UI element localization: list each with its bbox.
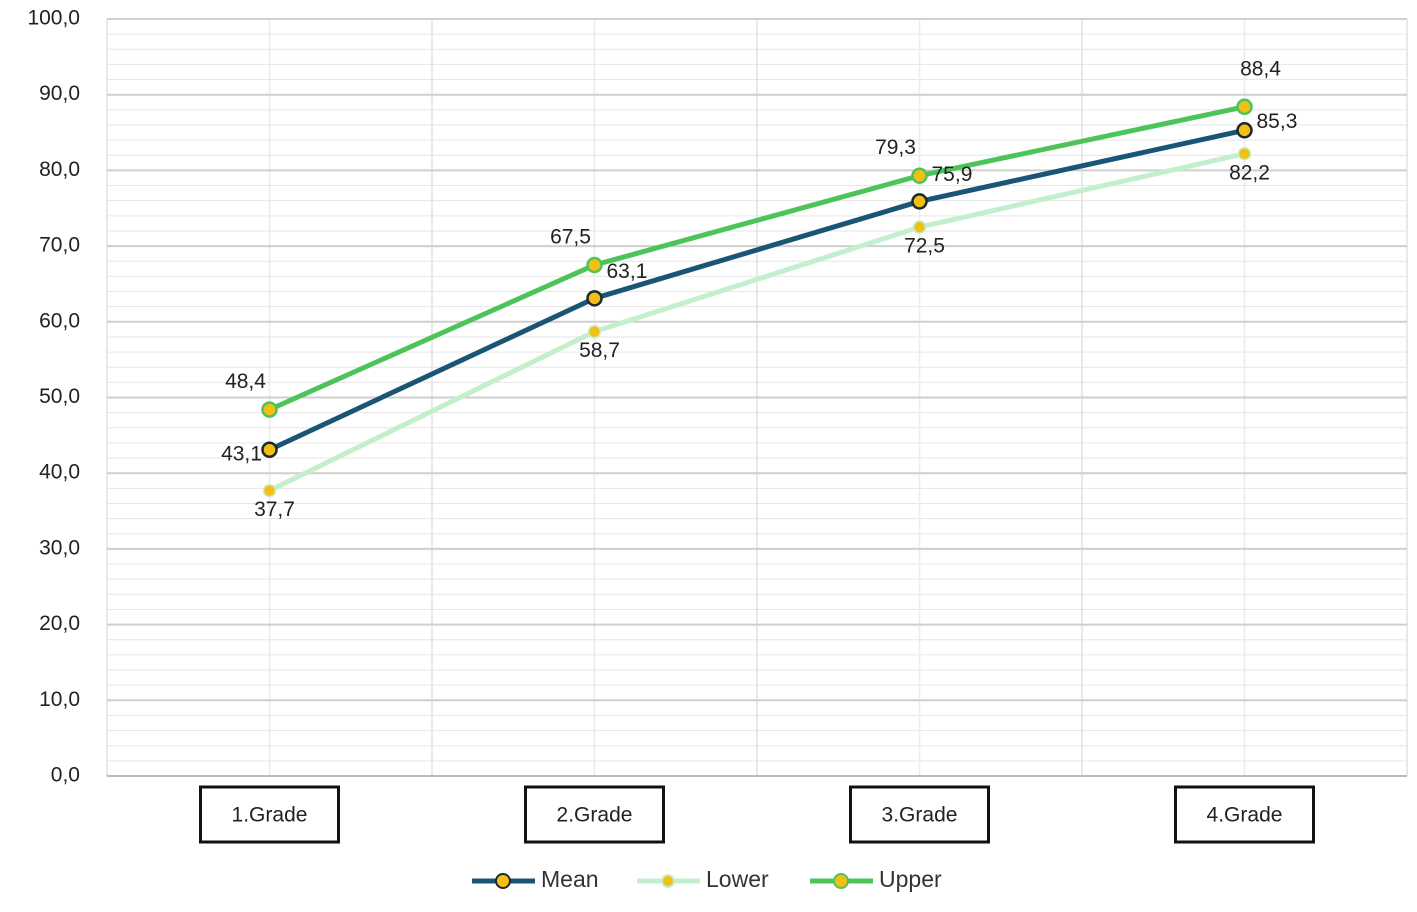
marker	[261, 401, 278, 418]
data-label: 88,4	[1240, 57, 1281, 80]
marker	[911, 193, 928, 210]
legend-label: Mean	[541, 866, 599, 892]
data-label: 85,3	[1257, 110, 1298, 133]
y-tick-label: 20,0	[39, 612, 80, 635]
legend-marker	[833, 873, 849, 889]
marker	[262, 483, 277, 498]
legend-marker	[495, 873, 511, 889]
series-line	[268, 151, 1246, 493]
data-label: 79,3	[875, 136, 916, 159]
category-box	[199, 785, 340, 844]
marker	[1236, 98, 1253, 116]
legend-label: Upper	[879, 866, 942, 892]
data-label: 82,2	[1229, 161, 1270, 184]
category-box	[849, 785, 990, 844]
x-tick-label: 3.Grade	[882, 804, 958, 827]
y-tick-label: 30,0	[39, 536, 80, 559]
y-tick-label: 10,0	[39, 688, 80, 711]
y-tick-label: 40,0	[39, 461, 80, 484]
y-tick-label: 0,0	[51, 764, 80, 787]
x-tick-label: 4.Grade	[1207, 804, 1283, 827]
x-tick-label: 2.Grade	[557, 804, 633, 827]
category-box	[1174, 785, 1315, 844]
marker	[911, 167, 928, 184]
series-line	[268, 127, 1246, 452]
y-tick-label: 90,0	[39, 82, 80, 105]
data-label: 37,7	[254, 498, 295, 521]
data-label: 48,4	[225, 370, 266, 393]
y-tick-label: 70,0	[39, 234, 80, 257]
data-label: 75,9	[932, 163, 973, 186]
data-label: 72,5	[904, 235, 945, 258]
y-tick-label: 80,0	[39, 158, 80, 181]
y-tick-label: 60,0	[39, 309, 80, 332]
y-tick-label: 100,0	[27, 7, 80, 30]
marker	[1237, 146, 1252, 161]
data-label: 58,7	[579, 339, 620, 362]
y-tick-label: 50,0	[39, 385, 80, 408]
x-tick-label: 1.Grade	[232, 804, 308, 827]
marker	[912, 220, 927, 234]
category-box	[524, 785, 665, 844]
marker	[261, 441, 278, 458]
marker	[586, 256, 603, 274]
marker	[587, 324, 602, 339]
legend-label: Lower	[706, 866, 769, 892]
marker	[1236, 122, 1253, 139]
data-label: 43,1	[221, 442, 262, 465]
legend-marker	[661, 874, 675, 888]
marker	[586, 290, 603, 307]
series-line	[268, 104, 1246, 412]
data-label: 63,1	[607, 260, 648, 283]
data-label: 67,5	[550, 226, 591, 249]
